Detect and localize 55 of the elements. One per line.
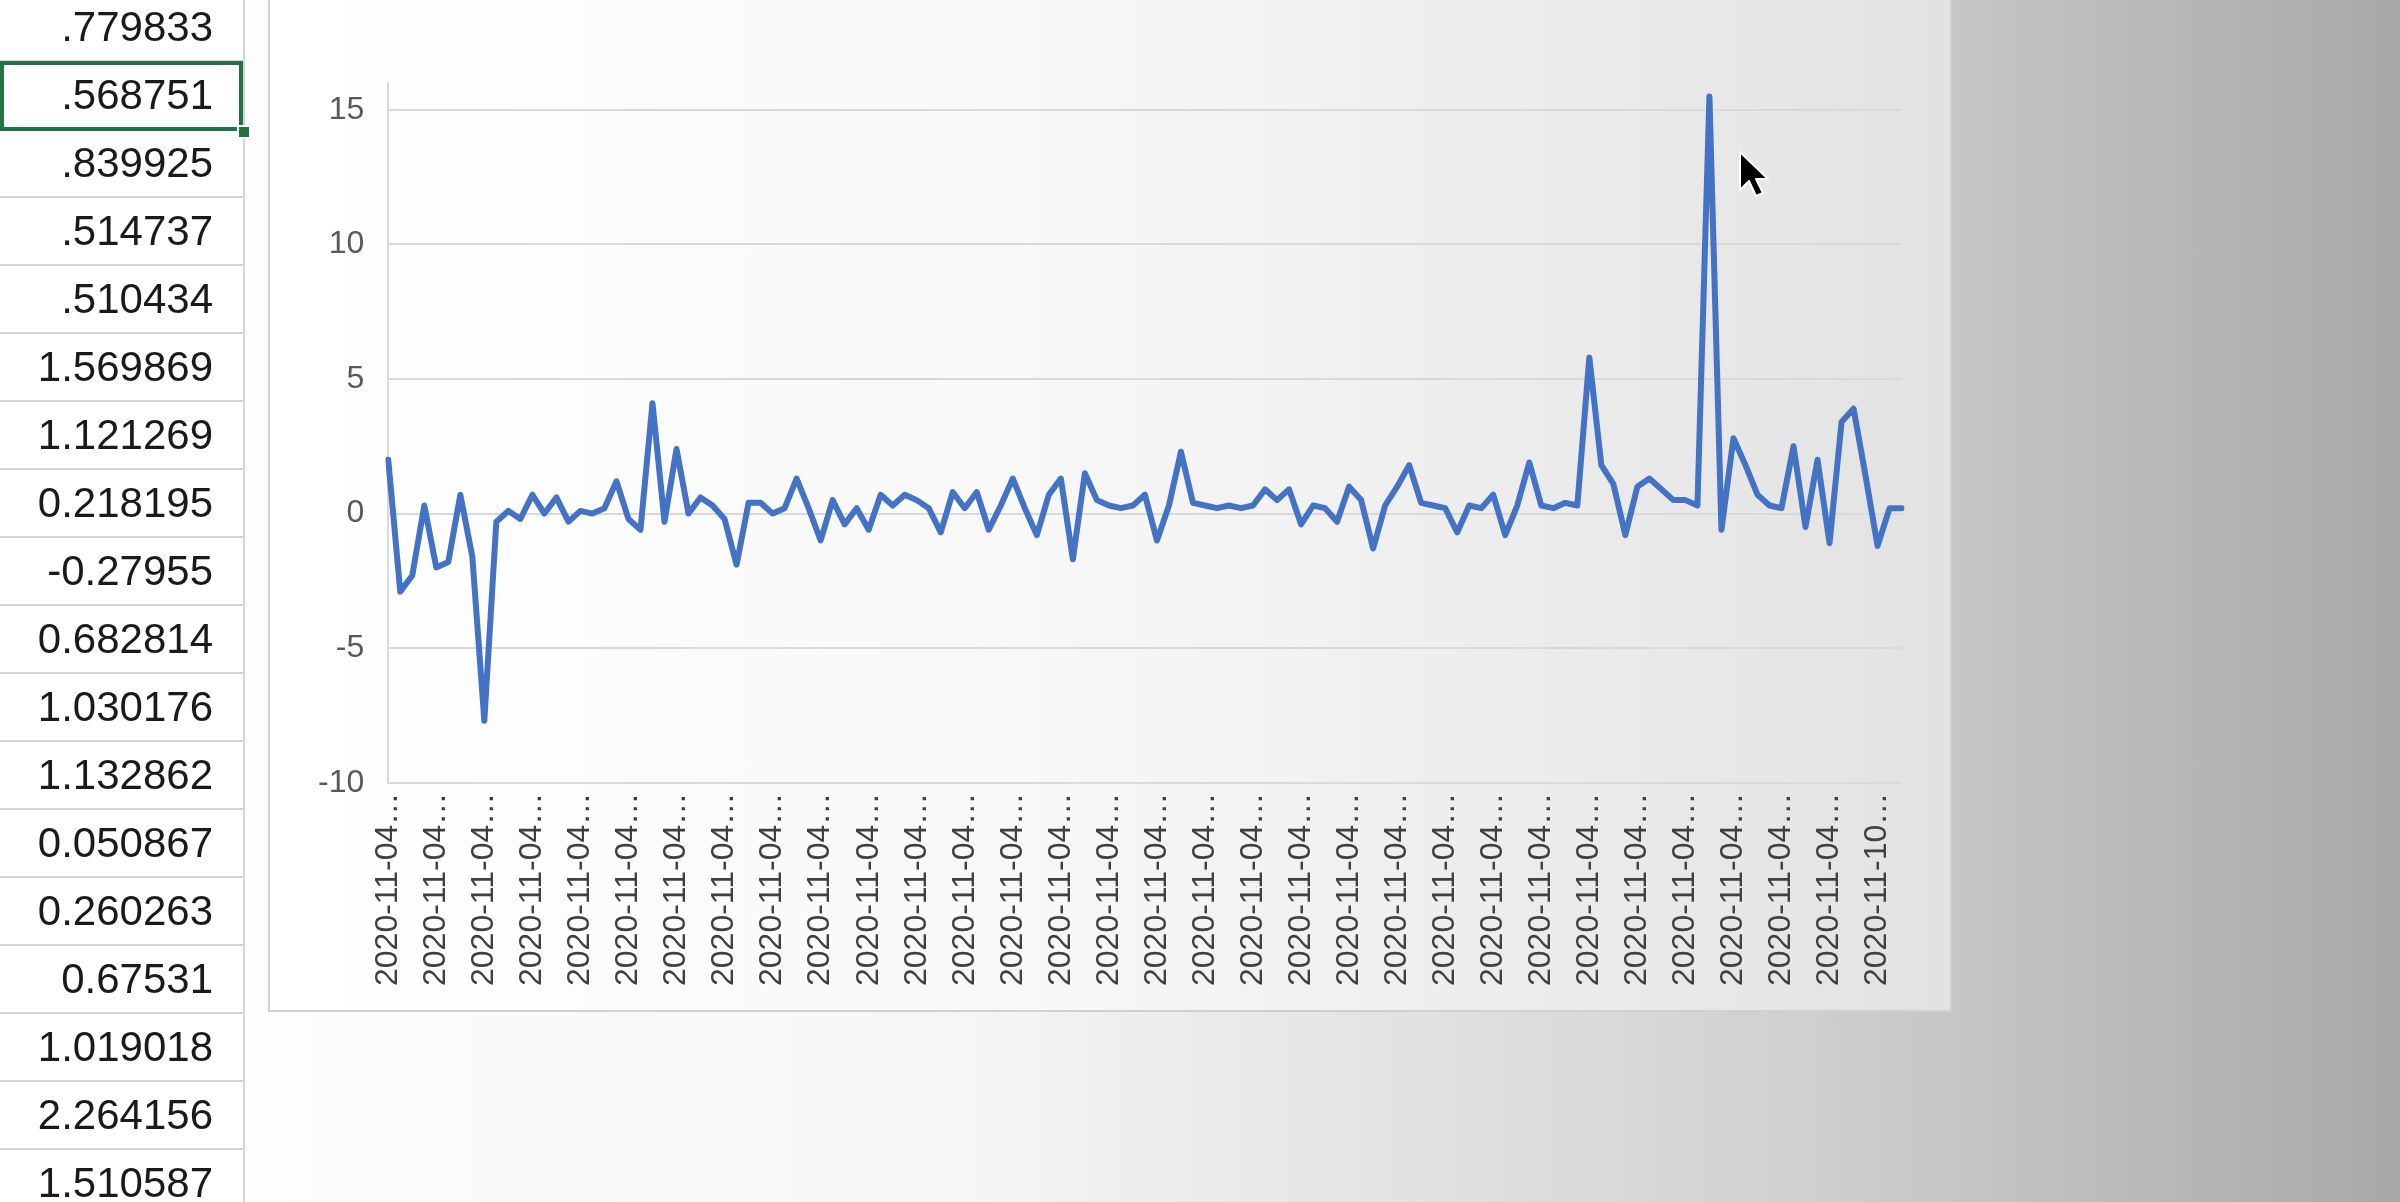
x-tick-label: 2020-11-10… <box>1857 792 1894 986</box>
y-tick-label: 10 <box>328 224 365 261</box>
x-tick-label: 2020-11-04… <box>560 792 597 986</box>
x-tick-label: 2020-11-04… <box>1232 792 1269 986</box>
x-tick-label: 2020-11-04… <box>1328 792 1365 986</box>
text: .510434 <box>0 266 245 334</box>
x-tick-label: 2020-11-04… <box>1521 792 1558 986</box>
x-tick-label: 2020-11-04… <box>1617 792 1654 986</box>
text: 0.050867 <box>0 810 245 878</box>
y-tick-label: -10 <box>318 762 365 799</box>
text: 1.030176 <box>0 674 245 742</box>
y-tick-label: 0 <box>346 493 365 530</box>
text: 0.67531 <box>0 946 245 1014</box>
x-tick-label: 2020-11-04… <box>1425 792 1462 986</box>
x-tick-label: 2020-11-04… <box>800 792 837 986</box>
x-tick-label: 2020-11-04… <box>608 792 645 986</box>
x-tick-label: 2020-11-04… <box>1040 792 1077 986</box>
x-tick-label: 2020-11-04… <box>1184 792 1221 986</box>
y-tick-label: 15 <box>328 89 365 126</box>
text: 1.019018 <box>0 1014 245 1082</box>
x-tick-label: 2020-11-04… <box>1761 792 1798 986</box>
x-tick-label: 2020-11-04… <box>752 792 789 986</box>
x-tick-label: 2020-11-04… <box>1376 792 1413 986</box>
y-tick-label: 5 <box>346 358 365 395</box>
text: 0.682814 <box>0 606 245 674</box>
text: 1.510587 <box>0 1150 245 1202</box>
text: .779833 <box>0 0 245 62</box>
x-tick-label: 2020-11-04… <box>512 792 549 986</box>
x-tick-label: 2020-11-04… <box>368 792 405 986</box>
text: -0.27955 <box>0 538 245 606</box>
text: 2.264156 <box>0 1082 245 1150</box>
text: 1.132862 <box>0 742 245 810</box>
text: .839925 <box>0 130 245 198</box>
x-tick-label: 2020-11-04… <box>1280 792 1317 986</box>
text: 1.569869 <box>0 334 245 402</box>
x-tick-label: 2020-11-04… <box>416 792 453 986</box>
x-tick-label: 2020-11-04… <box>848 792 885 986</box>
x-tick-label: 2020-11-04… <box>1665 792 1702 986</box>
x-tick-label: 2020-11-04… <box>1088 792 1125 986</box>
x-tick-label: 2020-11-04… <box>1473 792 1510 986</box>
text: 1.121269 <box>0 402 245 470</box>
x-tick-label: 2020-11-04… <box>1809 792 1846 986</box>
text: 0.260263 <box>0 878 245 946</box>
x-tick-label: 2020-11-04… <box>944 792 981 986</box>
x-tick-label: 2020-11-04… <box>1569 792 1606 986</box>
x-tick-label: 2020-11-04… <box>656 792 693 986</box>
x-tick-label: 2020-11-04… <box>1713 792 1750 986</box>
x-tick-label: 2020-11-04… <box>704 792 741 986</box>
text: .514737 <box>0 198 245 266</box>
x-tick-label: 2020-11-04… <box>1136 792 1173 986</box>
x-tick-label: 2020-11-04… <box>896 792 933 986</box>
y-tick-label: -5 <box>335 627 365 664</box>
x-tick-label: 2020-11-04… <box>464 792 501 986</box>
x-tick-label: 2020-11-04… <box>992 792 1029 986</box>
text: 0.218195 <box>0 470 245 538</box>
